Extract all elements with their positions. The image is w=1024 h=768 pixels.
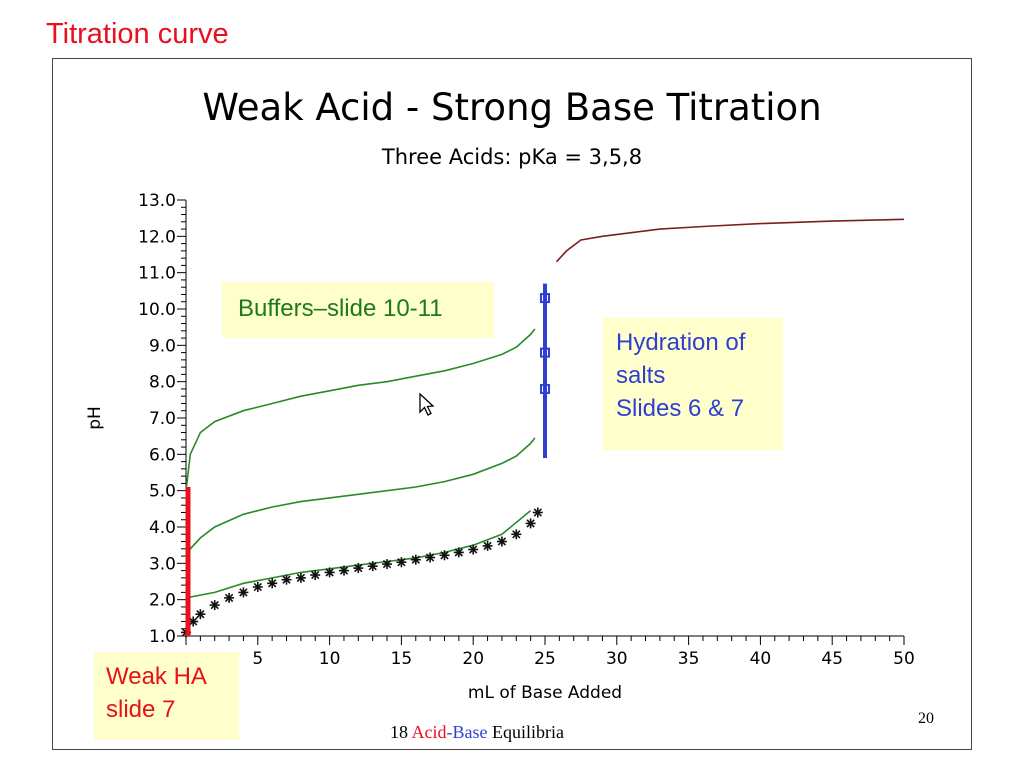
y-axis-label: pH: [85, 406, 105, 430]
x-axis-label: mL of Base Added: [468, 683, 622, 703]
y-tick-label: 13.0: [138, 191, 176, 211]
footer-acid: Acid: [411, 722, 447, 742]
asterisk-marker: [453, 547, 464, 558]
x-tick-label: 30: [606, 649, 628, 669]
weak-ha-line-1: Weak HA: [106, 663, 207, 690]
x-tick-label: 20: [462, 649, 484, 669]
x-tick-label: 15: [391, 649, 413, 669]
x-tick-label: 25: [534, 649, 556, 669]
asterisk-marker: [224, 592, 235, 603]
y-tick-label: 9.0: [149, 336, 176, 356]
asterisk-marker: [267, 578, 278, 589]
x-tick-label: 5: [252, 649, 263, 669]
footer-rest: Equilibria: [492, 722, 564, 742]
asterisk-marker: [439, 550, 450, 561]
equivalence-point-marker: [540, 347, 550, 358]
buffers-callout-text: Buffers–slide 10-11: [238, 295, 443, 322]
chart-subtitle: Three Acids: pKa = 3,5,8: [381, 145, 642, 169]
buffers-callout: Buffers–slide 10-11: [222, 282, 494, 338]
footer-base: Base: [452, 722, 488, 742]
weak-ha-callout: Weak HA slide 7: [94, 652, 239, 740]
page-number: 20: [918, 710, 934, 727]
asterisk-marker: [496, 536, 507, 547]
asterisk-marker: [468, 544, 479, 555]
x-tick-label: 40: [750, 649, 772, 669]
series-line-4: [555, 218, 905, 263]
chart-title: Weak Acid - Strong Base Titration: [202, 86, 821, 129]
hydration-callout: Hydration of salts Slides 6 & 7: [603, 318, 783, 450]
series-line-1: [185, 328, 536, 491]
asterisk-marker: [310, 570, 321, 580]
chart-frame: [52, 58, 972, 750]
y-tick-label: 4.0: [149, 518, 176, 538]
y-tick-label: 3.0: [149, 554, 176, 574]
y-tick-label: 7.0: [149, 409, 176, 429]
x-tick-label: 35: [678, 649, 700, 669]
asterisk-marker: [295, 572, 306, 583]
asterisk-marker: [209, 600, 220, 611]
equivalence-point-marker: [540, 383, 550, 394]
asterisk-marker: [339, 565, 349, 576]
equivalence-point-marker: [540, 293, 550, 304]
asterisk-marker: [532, 507, 543, 518]
asterisk-marker: [382, 559, 392, 570]
y-tick-label: 6.0: [149, 445, 176, 465]
asterisk-marker: [367, 561, 378, 572]
asterisk-marker: [353, 563, 364, 574]
asterisk-marker: [195, 609, 206, 620]
asterisk-marker: [482, 540, 493, 551]
asterisk-marker: [511, 529, 522, 540]
y-tick-label: 11.0: [138, 264, 176, 284]
y-tick-label: 1.0: [149, 627, 176, 647]
y-tick-label: 2.0: [149, 591, 176, 611]
x-tick-label: 10: [319, 649, 341, 669]
slide-footer: 18 Acid-Base Equilibria: [390, 722, 564, 743]
series-line-2: [185, 437, 536, 564]
x-tick-label: 50: [893, 649, 915, 669]
asterisk-marker: [396, 557, 407, 568]
weak-ha-line-2: slide 7: [106, 696, 176, 723]
y-tick-label: 8.0: [149, 373, 176, 393]
slide-title: Titration curve: [46, 18, 229, 50]
asterisk-marker: [425, 552, 436, 563]
y-tick-label: 5.0: [149, 482, 176, 502]
mouse-pointer-icon: [419, 392, 435, 416]
hydration-line-2: salts: [616, 362, 666, 389]
asterisk-marker: [188, 616, 199, 627]
hydration-line-1: Hydration of: [616, 329, 746, 356]
asterisk-marker: [238, 587, 249, 598]
series-line-3: [185, 509, 532, 599]
y-tick-label: 10.0: [138, 300, 176, 320]
asterisk-marker: [525, 518, 536, 529]
footer-dash: -: [446, 722, 453, 742]
asterisk-marker: [324, 567, 335, 578]
asterisk-marker: [281, 574, 292, 585]
footer-number: 18: [390, 722, 408, 742]
y-tick-label: 12.0: [138, 227, 176, 247]
asterisk-marker: [252, 582, 263, 592]
x-tick-label: 45: [821, 649, 843, 669]
asterisk-marker: [410, 554, 421, 565]
hydration-line-3: Slides 6 & 7: [616, 395, 745, 422]
